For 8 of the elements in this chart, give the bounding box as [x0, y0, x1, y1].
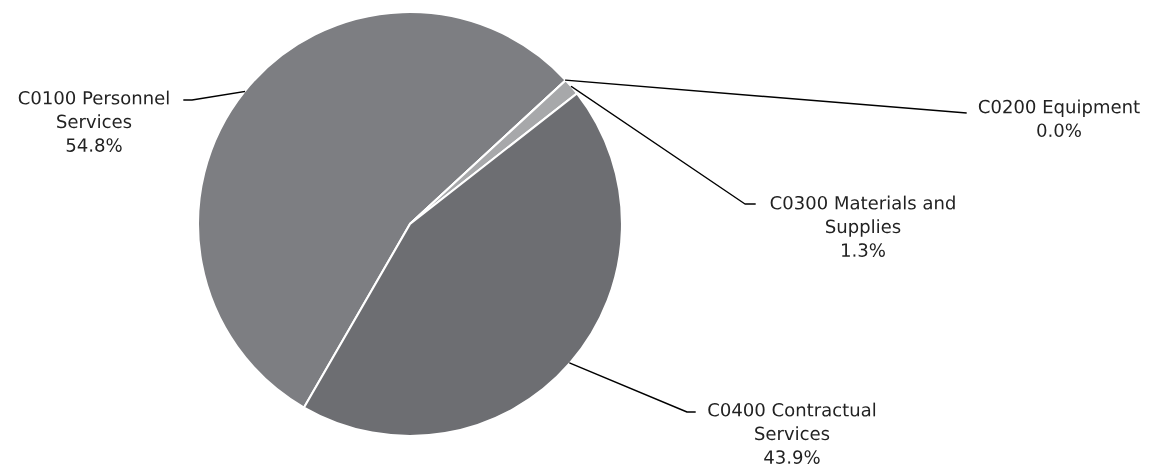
data-label: 43.9%	[764, 450, 820, 464]
slice-label: C0400 Contractual Services	[708, 402, 876, 441]
data-label: 54.8%	[66, 138, 122, 152]
category-label: C0200 Equipment	[978, 99, 1140, 117]
data-label: 1.3%	[842, 243, 885, 257]
slice-label: C0100 Personnel Services	[18, 90, 169, 129]
slice-label: C0300 Materials and Supplies	[770, 195, 955, 237]
text: 0.0%	[1037, 123, 1081, 138]
